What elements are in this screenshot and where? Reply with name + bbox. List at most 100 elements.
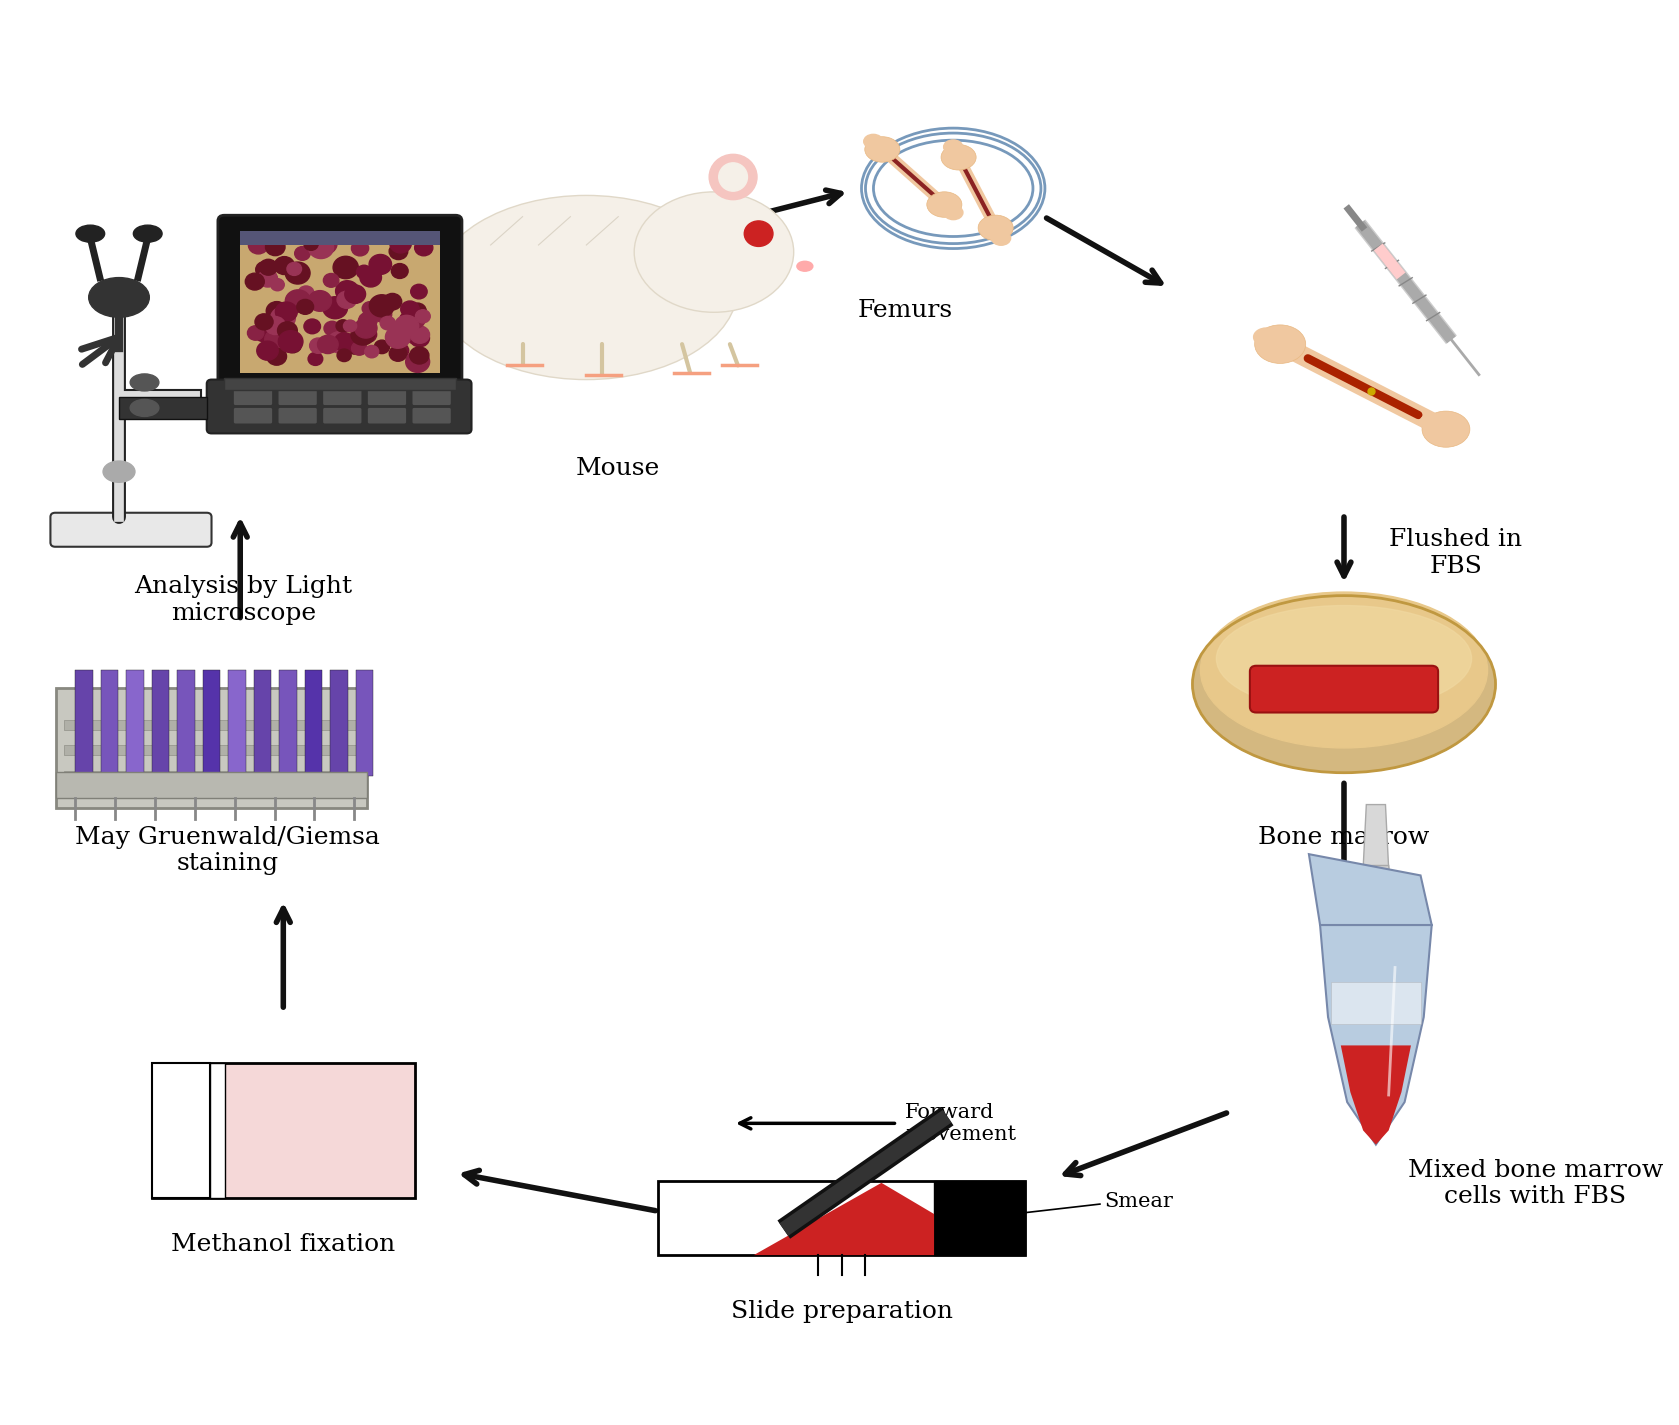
FancyBboxPatch shape xyxy=(50,513,212,547)
Circle shape xyxy=(265,238,285,255)
FancyBboxPatch shape xyxy=(306,670,322,777)
Circle shape xyxy=(354,318,378,338)
Ellipse shape xyxy=(944,140,962,154)
Circle shape xyxy=(287,262,302,275)
Polygon shape xyxy=(1310,854,1432,925)
Circle shape xyxy=(410,346,428,363)
Circle shape xyxy=(363,302,378,315)
FancyBboxPatch shape xyxy=(240,231,440,245)
Circle shape xyxy=(346,338,364,355)
Circle shape xyxy=(296,247,311,261)
Ellipse shape xyxy=(131,399,160,416)
Circle shape xyxy=(299,286,314,299)
Circle shape xyxy=(410,326,430,343)
Ellipse shape xyxy=(927,192,962,217)
FancyBboxPatch shape xyxy=(368,408,406,423)
Circle shape xyxy=(343,341,356,352)
Circle shape xyxy=(336,319,351,332)
Text: Flushed in
FBS: Flushed in FBS xyxy=(1389,529,1523,579)
Circle shape xyxy=(267,302,287,321)
Circle shape xyxy=(245,274,264,291)
Circle shape xyxy=(274,256,294,275)
Circle shape xyxy=(356,265,371,279)
FancyBboxPatch shape xyxy=(233,389,272,405)
FancyBboxPatch shape xyxy=(210,1063,225,1197)
Circle shape xyxy=(415,239,433,256)
Ellipse shape xyxy=(863,134,883,148)
Circle shape xyxy=(373,306,391,322)
Ellipse shape xyxy=(865,137,900,162)
Ellipse shape xyxy=(719,162,747,191)
Circle shape xyxy=(390,244,408,259)
Circle shape xyxy=(351,241,369,256)
FancyBboxPatch shape xyxy=(279,389,317,405)
FancyBboxPatch shape xyxy=(331,670,348,777)
FancyBboxPatch shape xyxy=(413,389,450,405)
Ellipse shape xyxy=(1192,596,1496,772)
Circle shape xyxy=(400,314,413,325)
Ellipse shape xyxy=(798,261,813,271)
Circle shape xyxy=(279,331,302,352)
Circle shape xyxy=(401,301,420,318)
FancyBboxPatch shape xyxy=(178,670,195,777)
Circle shape xyxy=(390,346,406,362)
FancyBboxPatch shape xyxy=(55,688,368,808)
Circle shape xyxy=(304,319,321,333)
Ellipse shape xyxy=(102,462,134,482)
Text: Smear: Smear xyxy=(1105,1191,1174,1211)
Circle shape xyxy=(344,321,356,332)
Ellipse shape xyxy=(76,225,104,242)
FancyBboxPatch shape xyxy=(151,1063,210,1197)
FancyBboxPatch shape xyxy=(203,670,220,777)
Ellipse shape xyxy=(435,195,737,379)
Circle shape xyxy=(314,234,337,254)
FancyBboxPatch shape xyxy=(254,670,272,777)
Circle shape xyxy=(386,326,410,348)
Text: Mouse: Mouse xyxy=(576,457,660,480)
Circle shape xyxy=(336,281,359,302)
Circle shape xyxy=(337,349,351,362)
Circle shape xyxy=(351,342,368,355)
Ellipse shape xyxy=(133,225,163,242)
Ellipse shape xyxy=(1420,413,1444,430)
Ellipse shape xyxy=(1254,328,1279,346)
Circle shape xyxy=(369,295,395,316)
FancyBboxPatch shape xyxy=(64,771,359,781)
Text: Slide preparation: Slide preparation xyxy=(730,1301,952,1324)
Circle shape xyxy=(322,296,348,319)
Circle shape xyxy=(405,309,425,329)
FancyBboxPatch shape xyxy=(233,408,272,423)
Circle shape xyxy=(369,255,391,275)
Circle shape xyxy=(327,332,351,353)
Ellipse shape xyxy=(1422,410,1469,447)
Polygon shape xyxy=(1342,1046,1410,1144)
FancyBboxPatch shape xyxy=(322,389,361,405)
Circle shape xyxy=(265,316,285,335)
Text: Bone marrow: Bone marrow xyxy=(1258,826,1431,849)
Circle shape xyxy=(265,331,285,348)
FancyBboxPatch shape xyxy=(76,670,92,777)
Ellipse shape xyxy=(709,154,757,200)
FancyBboxPatch shape xyxy=(207,379,472,433)
Ellipse shape xyxy=(1254,325,1306,363)
FancyBboxPatch shape xyxy=(64,745,359,755)
Ellipse shape xyxy=(1216,606,1471,712)
Circle shape xyxy=(309,291,331,311)
FancyBboxPatch shape xyxy=(658,1181,1024,1255)
Circle shape xyxy=(297,299,314,315)
Circle shape xyxy=(255,325,274,342)
Circle shape xyxy=(395,315,418,336)
Circle shape xyxy=(408,304,426,319)
FancyBboxPatch shape xyxy=(126,670,144,777)
Circle shape xyxy=(359,268,381,286)
FancyBboxPatch shape xyxy=(934,1181,1024,1255)
Circle shape xyxy=(270,306,296,329)
Circle shape xyxy=(317,335,337,353)
Circle shape xyxy=(390,234,411,252)
Circle shape xyxy=(411,285,426,299)
Circle shape xyxy=(374,341,390,353)
Circle shape xyxy=(359,312,378,329)
Circle shape xyxy=(304,238,319,251)
Circle shape xyxy=(255,261,274,278)
Circle shape xyxy=(259,259,277,275)
